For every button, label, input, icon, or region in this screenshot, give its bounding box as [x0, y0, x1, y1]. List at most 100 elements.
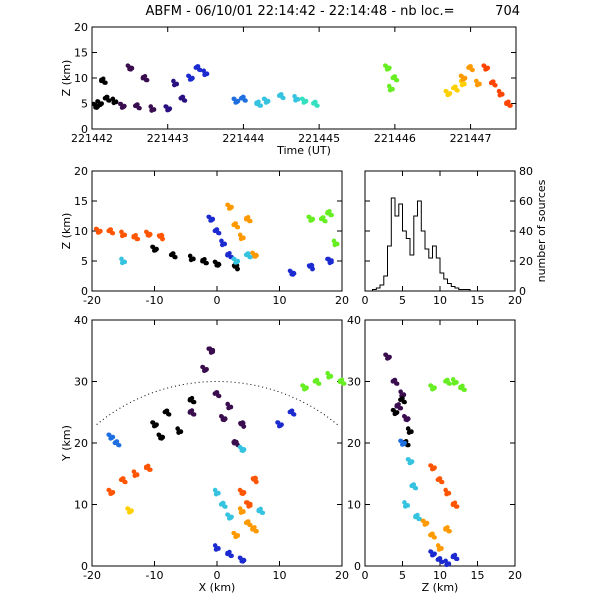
source-point	[394, 403, 399, 408]
source-point	[187, 409, 193, 414]
y-tick-label: 10	[347, 499, 361, 512]
source-point	[397, 406, 402, 411]
source-point	[213, 543, 218, 548]
source-cluster	[254, 92, 301, 108]
source-point	[253, 476, 258, 481]
source-point	[432, 385, 437, 391]
source-point	[210, 217, 215, 222]
source-point	[212, 228, 217, 234]
source-cluster	[91, 76, 119, 110]
source-point	[243, 252, 249, 258]
source-point	[217, 393, 222, 399]
source-point	[293, 98, 298, 103]
source-point	[243, 98, 248, 103]
source-point	[203, 260, 208, 266]
source-point	[219, 238, 224, 243]
source-point	[444, 562, 449, 567]
source-point	[213, 547, 219, 552]
source-point	[117, 443, 122, 448]
source-point	[247, 218, 252, 224]
source-point	[190, 76, 195, 81]
source-point	[178, 96, 183, 101]
source-point	[241, 420, 246, 426]
source-point	[406, 416, 411, 422]
source-point	[391, 408, 396, 413]
source-point	[133, 103, 138, 109]
source-point	[212, 391, 217, 396]
source-point	[232, 96, 237, 102]
source-point	[432, 465, 437, 471]
panel-x-y: -20 -10 0 10 20 0 10 20 30 40 X (km) Y (km)	[60, 314, 349, 594]
x-tick-label: 5	[399, 294, 406, 307]
source-point	[159, 233, 165, 238]
source-point	[444, 491, 449, 497]
source-point	[413, 513, 418, 519]
source-point	[168, 252, 174, 258]
source-point	[256, 507, 261, 513]
source-point	[482, 63, 487, 69]
source-point	[429, 383, 434, 388]
source-point	[429, 463, 434, 468]
source-point	[461, 387, 466, 392]
x-axis-label: X (km)	[199, 581, 236, 594]
source-point	[235, 533, 240, 538]
source-cluster	[212, 408, 297, 564]
source-point	[99, 77, 104, 83]
source-point	[98, 229, 103, 234]
source-point	[402, 399, 407, 405]
source-point	[383, 63, 389, 69]
x-tick-label: 0	[214, 294, 221, 307]
x-tick-label: 221444	[222, 132, 264, 145]
source-point	[198, 67, 203, 73]
source-point	[428, 532, 433, 538]
source-cluster	[118, 63, 157, 113]
source-point	[229, 515, 234, 520]
x-tick-label: -20	[83, 569, 101, 582]
source-point	[120, 260, 125, 265]
x-tick-label: 10	[433, 294, 447, 307]
source-point	[429, 549, 434, 554]
source-point	[451, 85, 456, 91]
source-point	[474, 78, 479, 84]
source-point	[254, 100, 259, 105]
source-point	[143, 77, 149, 83]
source-point	[219, 414, 224, 419]
source-cluster	[119, 251, 253, 266]
source-point	[421, 518, 426, 524]
y-tick-label: 0	[81, 560, 88, 573]
source-point	[325, 210, 330, 215]
source-point	[409, 459, 415, 465]
source-point	[453, 504, 459, 509]
source-point	[201, 68, 206, 73]
source-point	[436, 543, 441, 548]
x-tick-label: 10	[273, 569, 287, 582]
source-point	[106, 228, 111, 234]
source-point	[250, 250, 255, 255]
source-point	[217, 262, 222, 267]
x-tick-label: -20	[83, 294, 101, 307]
source-point	[229, 205, 234, 210]
source-point	[326, 374, 331, 380]
source-point	[435, 477, 440, 482]
source-cluster	[106, 432, 122, 448]
y-tick-label: 10	[74, 72, 88, 85]
source-point	[337, 378, 343, 383]
y-tick-label: 20	[74, 21, 88, 34]
source-point	[162, 409, 167, 415]
source-point	[300, 96, 305, 102]
source-point	[126, 506, 131, 511]
source-point	[242, 447, 247, 452]
source-point	[119, 229, 124, 234]
panel-z-y: 0 5 10 15 20 0 10 20 30 40 Z (km)	[347, 314, 522, 594]
source-point	[406, 426, 411, 431]
y-tick-label: 0	[519, 285, 526, 298]
source-point	[172, 82, 177, 88]
source-point	[390, 75, 395, 81]
source-point	[403, 504, 408, 509]
y-tick-label: 30	[347, 376, 361, 389]
source-point	[485, 66, 490, 71]
x-tick-label: -10	[146, 569, 164, 582]
source-point	[248, 522, 253, 528]
source-point	[237, 487, 243, 493]
source-point	[112, 440, 118, 446]
